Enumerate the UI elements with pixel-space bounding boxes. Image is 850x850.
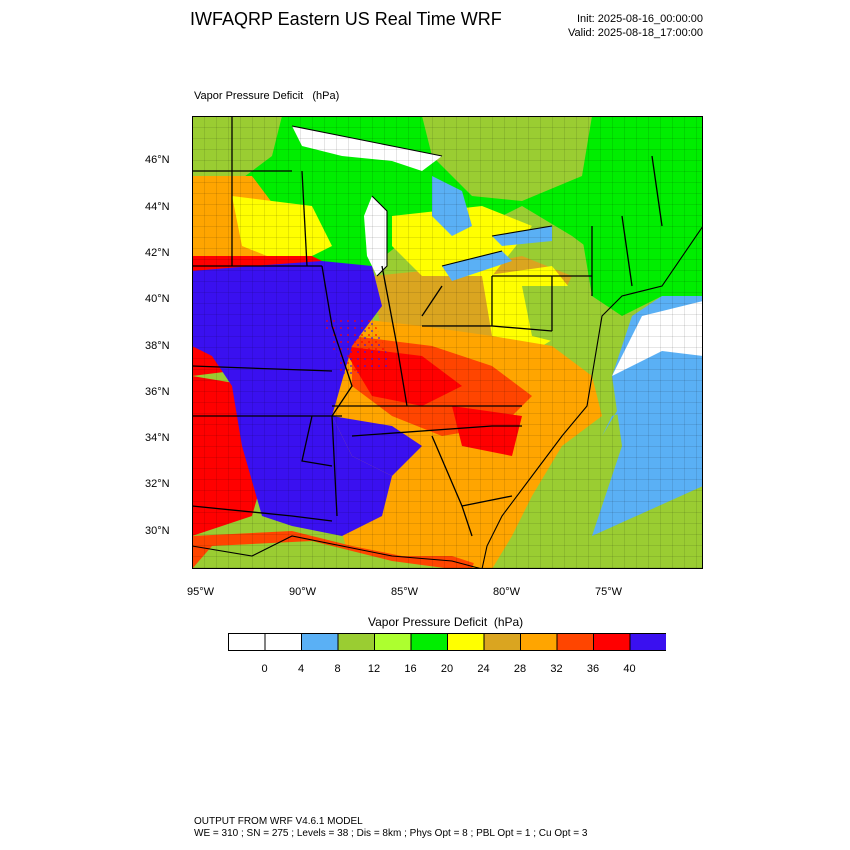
lat-label-36: 36°N xyxy=(145,386,170,398)
colorbar-tick-label: 4 xyxy=(297,663,305,675)
lat-label-30: 30°N xyxy=(145,525,170,537)
lon-label-80: 80°W xyxy=(493,586,521,598)
lat-label-32: 32°N xyxy=(145,478,170,490)
colorbar-title: Vapor Pressure Deficit (hPa) xyxy=(368,615,524,629)
colorbar-box xyxy=(629,633,666,651)
lat-label-46: 46°N xyxy=(145,154,170,166)
colorbar-box xyxy=(228,633,266,651)
page-title: IWFAQRP Eastern US Real Time WRF xyxy=(190,9,502,29)
colorbar-tick-label: 36 xyxy=(586,663,600,675)
colorbar-box xyxy=(301,633,339,651)
lon-label-90: 90°W xyxy=(289,586,317,598)
colorbar-tick-label: 32 xyxy=(550,663,563,675)
map-canvas xyxy=(192,116,703,569)
lat-label-38: 38°N xyxy=(145,340,170,352)
map-title: Vapor Pressure Deficit (hPa) xyxy=(194,90,340,102)
coastlines xyxy=(192,125,703,569)
colorbar-box xyxy=(593,633,631,651)
footer-line-1: OUTPUT FROM WRF V4.6.1 MODEL xyxy=(194,816,363,827)
lon-label-75: 75°W xyxy=(595,586,623,598)
colorbar-tick-label: 40 xyxy=(623,663,636,675)
colorbar-box xyxy=(447,633,485,651)
footer-line-2: WE = 310 ; SN = 275 ; Levels = 38 ; Dis … xyxy=(194,828,588,839)
colorbar-tick-label: 8 xyxy=(334,663,341,675)
lat-label-44: 44°N xyxy=(145,201,170,213)
colorbar-box xyxy=(520,633,558,651)
valid-time: Valid: 2025-08-18_17:00:00 xyxy=(568,27,703,39)
colorbar-tick-label: 12 xyxy=(367,663,381,675)
county-grid xyxy=(192,116,703,569)
lat-label-40: 40°N xyxy=(145,293,170,305)
colorbar-box xyxy=(374,633,412,651)
init-time: Init: 2025-08-16_00:00:00 xyxy=(577,13,703,25)
colorbar-box xyxy=(410,633,448,651)
colorbar-box xyxy=(337,633,375,651)
colorbar-tick-label: 16 xyxy=(404,663,417,675)
colorbar-tick-label: 20 xyxy=(440,663,454,675)
lat-label-42: 42°N xyxy=(145,247,170,259)
colorbar-tick-label: 24 xyxy=(477,663,490,675)
colorbar-tick-label: 28 xyxy=(513,663,527,675)
colorbar-box xyxy=(483,633,521,651)
lon-label-85: 85°W xyxy=(391,586,419,598)
lon-label-95: 95°W xyxy=(187,586,215,598)
colorbar-box xyxy=(556,633,594,651)
colorbar xyxy=(228,633,666,651)
colorbar-box xyxy=(264,633,302,651)
lat-label-34: 34°N xyxy=(145,432,170,444)
map-border xyxy=(192,116,703,569)
colorbar-tick-label: 0 xyxy=(261,663,268,675)
vpd-map xyxy=(192,116,703,569)
transition-speckle xyxy=(322,316,392,376)
model-footer: OUTPUT FROM WRF V4.6.1 MODEL WE = 310 ; … xyxy=(194,816,587,840)
state-boundaries xyxy=(192,116,663,537)
